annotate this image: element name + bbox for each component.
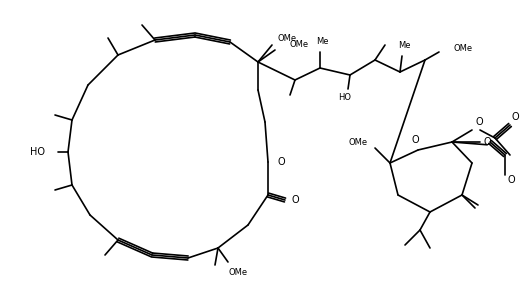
Text: O: O — [292, 195, 299, 205]
Text: HO: HO — [30, 147, 45, 157]
Text: OMe: OMe — [349, 138, 368, 146]
Text: O: O — [475, 117, 483, 127]
Text: O: O — [484, 137, 492, 147]
Text: O: O — [507, 175, 515, 185]
Text: OMe: OMe — [228, 268, 247, 277]
Text: Me: Me — [316, 37, 328, 46]
Text: O: O — [411, 135, 419, 145]
Text: O: O — [278, 157, 286, 167]
Text: O: O — [512, 112, 520, 122]
Text: OMe: OMe — [278, 33, 297, 42]
Text: Me: Me — [398, 41, 410, 50]
Text: OMe: OMe — [453, 44, 472, 52]
Text: HO: HO — [338, 93, 352, 102]
Text: OMe: OMe — [290, 40, 309, 49]
